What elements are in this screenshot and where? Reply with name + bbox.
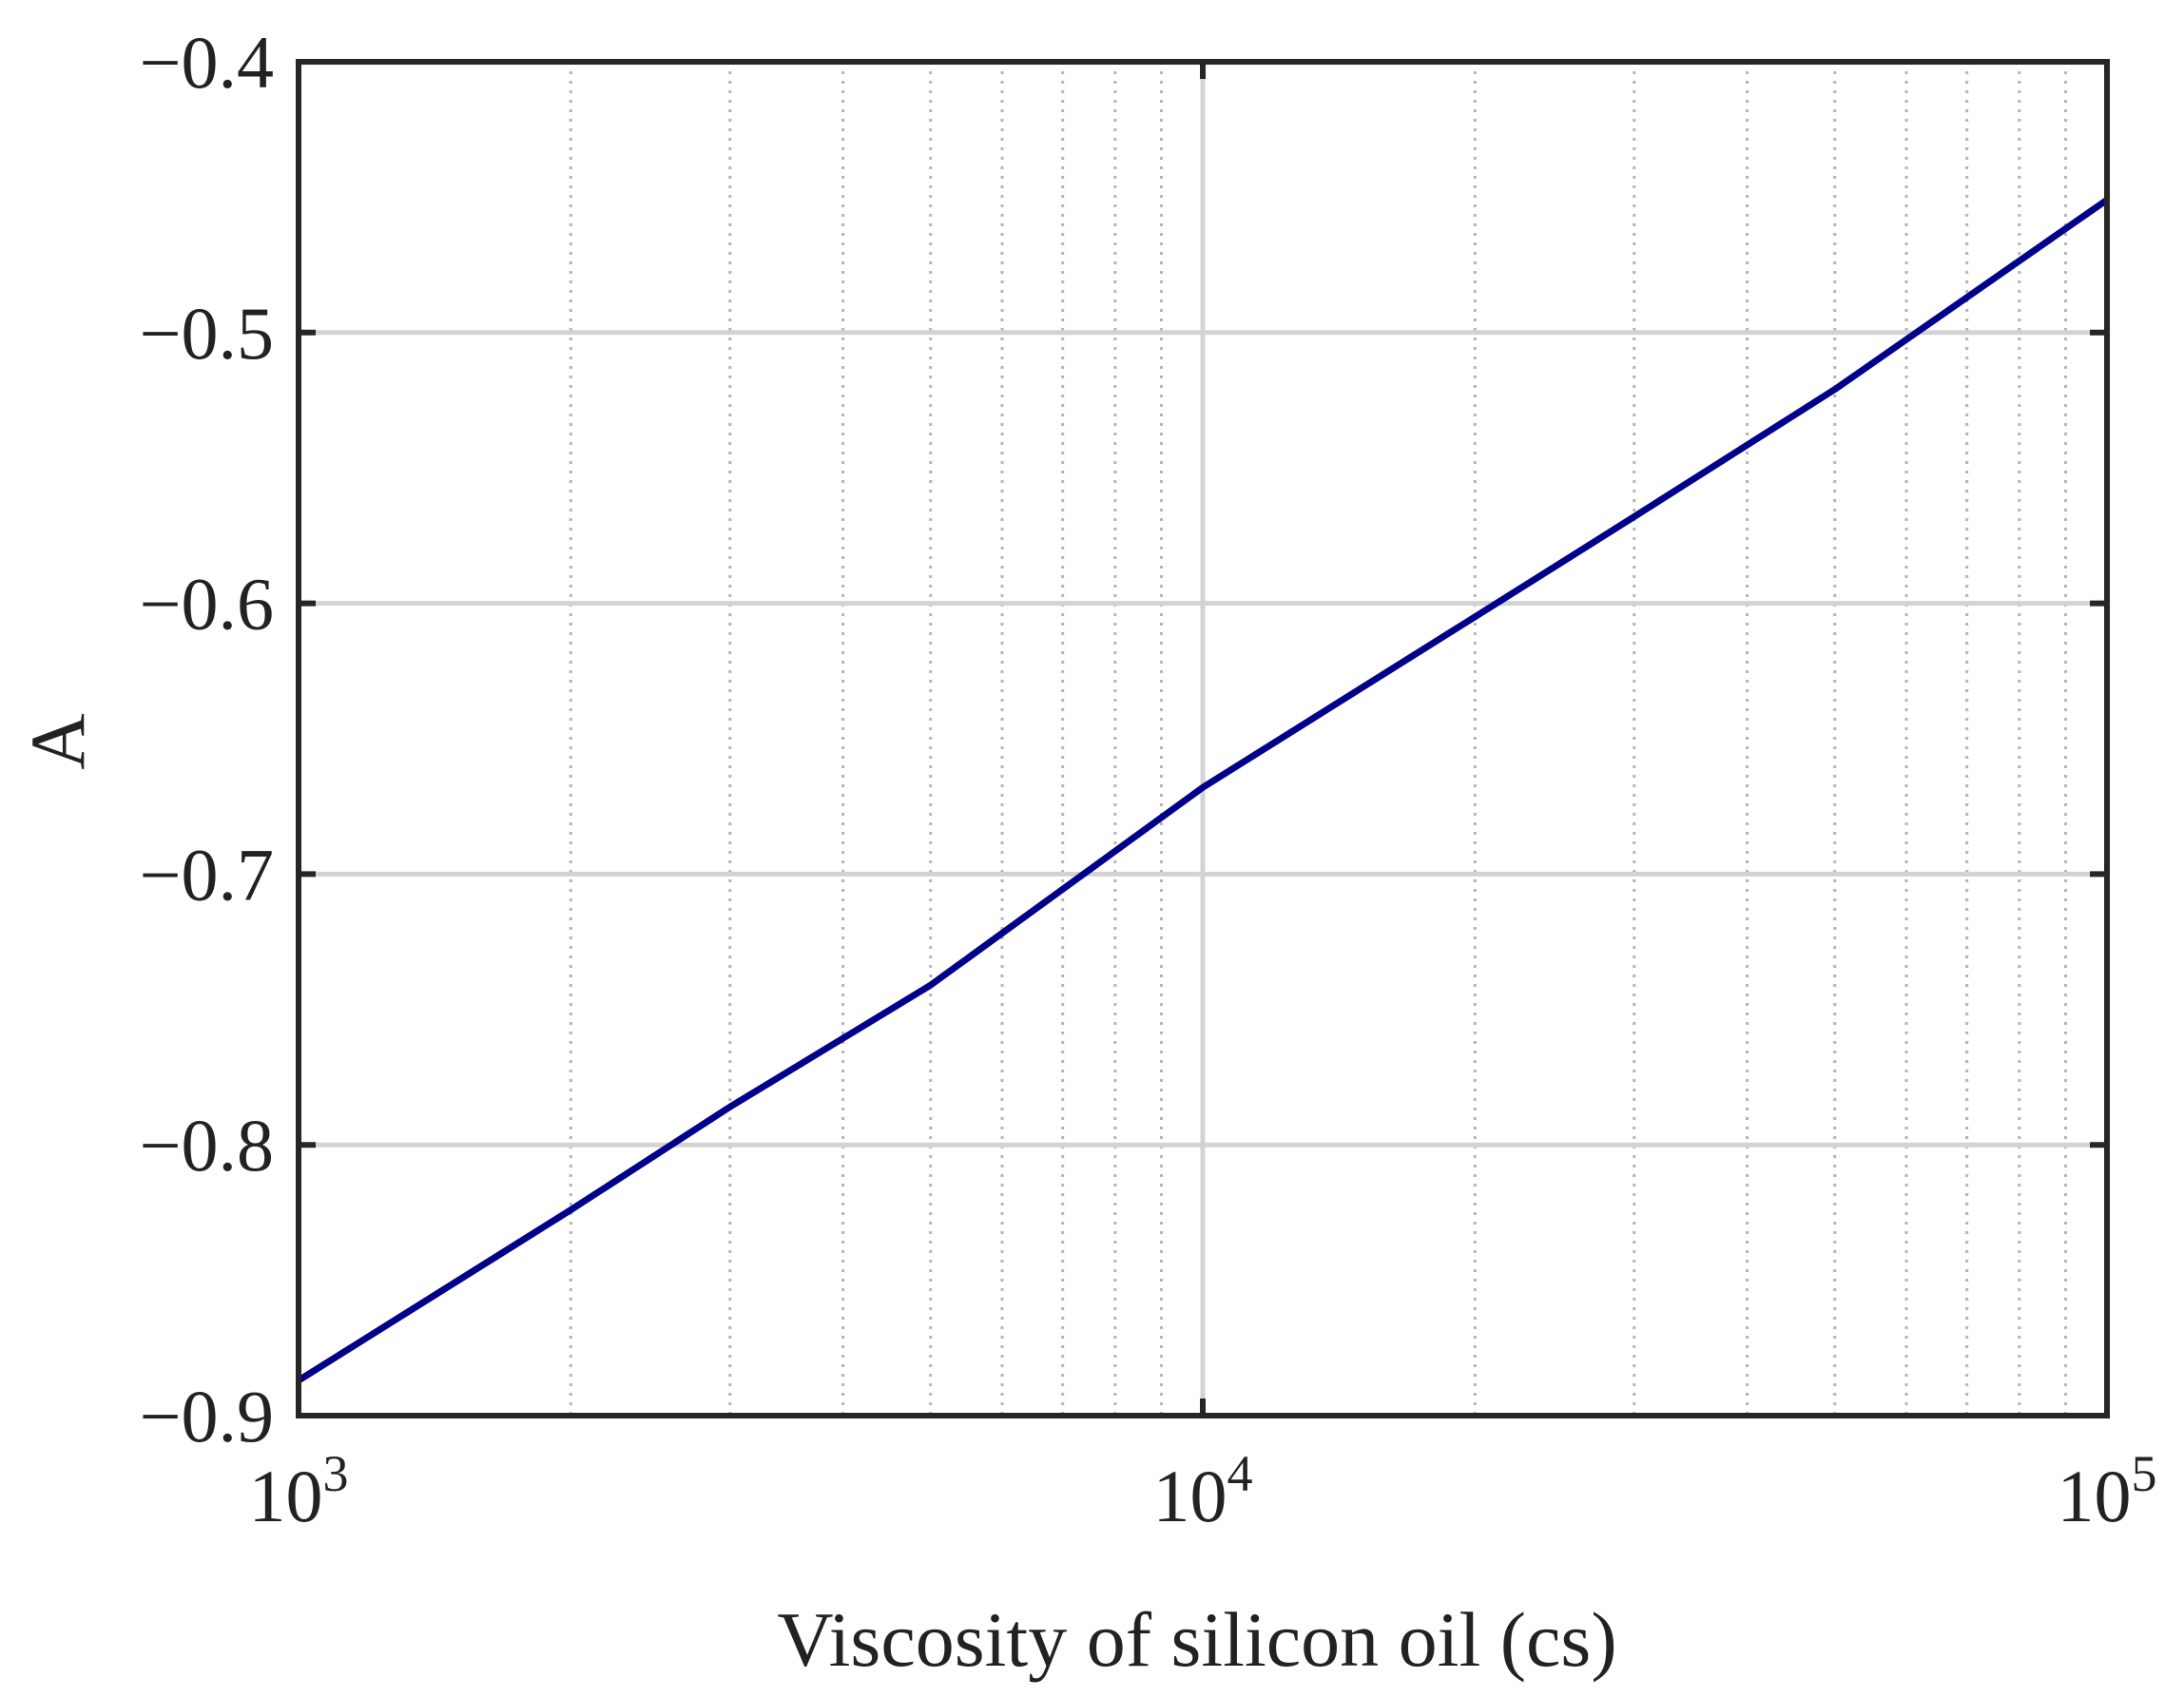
y-axis-label: A (14, 713, 101, 769)
series-layer (297, 197, 2110, 1383)
frame-layer (296, 59, 2110, 1418)
tick-label-layer: −0.9 −0.8 −0.7 −0.6 −0.5 −0.4 103 104 105 (140, 21, 2157, 1537)
x-tick-label: 105 (2058, 1445, 2157, 1537)
y-tick-label: −0.6 (140, 563, 275, 646)
y-tick-label: −0.8 (140, 1104, 275, 1187)
x-axis-label: Viscosity of silicon oil (cs) (777, 1596, 1616, 1683)
y-tick-label: −0.7 (140, 833, 275, 916)
series-line (297, 197, 2110, 1383)
grid-layer (299, 62, 2107, 1416)
x-tick-label: 104 (1153, 1445, 1253, 1537)
y-tick-label: −0.9 (140, 1375, 275, 1457)
x-tick-label: 103 (249, 1445, 349, 1537)
y-tick-label: −0.4 (140, 21, 275, 104)
y-tick-label: −0.5 (140, 292, 275, 375)
